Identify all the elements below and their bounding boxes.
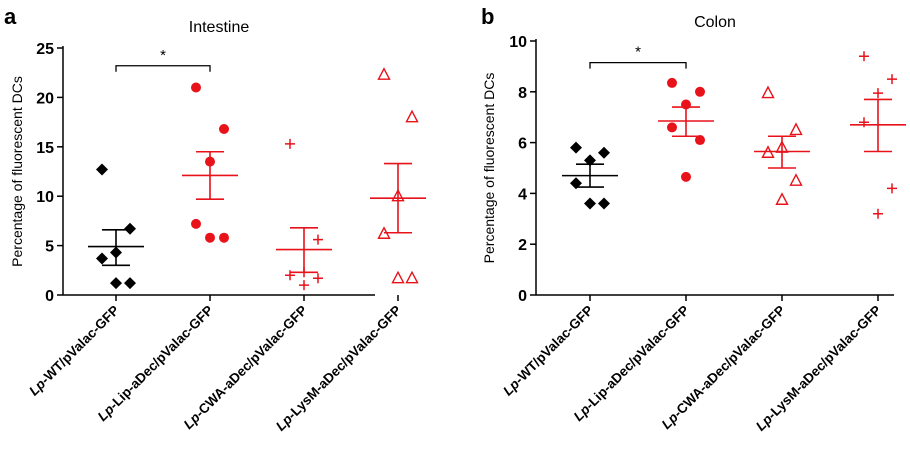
data-point <box>584 154 596 167</box>
data-point <box>789 122 803 136</box>
data-point <box>313 234 323 245</box>
data-point <box>405 109 419 123</box>
y-tick-label: 25 <box>36 41 54 58</box>
data-point <box>598 197 610 210</box>
x-tick-label: Lp-WT/pValac-GFP <box>500 303 596 399</box>
y-tick-label: 15 <box>36 140 54 157</box>
data-point <box>191 82 201 93</box>
data-point <box>124 222 136 235</box>
x-tick-label: Lp-WT/pValac-GFP <box>26 303 122 399</box>
data-point <box>191 218 201 229</box>
data-point <box>873 88 883 99</box>
data-point <box>391 188 405 202</box>
data-point <box>598 146 610 159</box>
data-point <box>96 163 108 176</box>
significance-label: * <box>160 47 166 64</box>
y-tick-label: 2 <box>518 237 527 254</box>
data-point <box>313 273 323 284</box>
data-point <box>775 192 789 205</box>
chart-title: Colon <box>694 14 736 31</box>
chart-colon: Colon Percentage of fluorescent DCs 0 2 4 6 8 1… <box>481 14 906 434</box>
y-tick-label: 0 <box>518 288 527 305</box>
data-point <box>391 270 405 284</box>
data-point <box>695 86 705 97</box>
data-point <box>205 232 215 243</box>
data-point <box>405 270 419 284</box>
chart-intestine: Intestine Percentage of fluorescent DCs 0 5… <box>9 19 426 434</box>
data-point <box>775 140 789 153</box>
significance-label: * <box>635 44 641 61</box>
data-point <box>285 138 295 149</box>
data-point <box>887 183 897 194</box>
data-point <box>667 77 677 88</box>
y-tick-label: 20 <box>36 90 54 107</box>
series-group <box>276 138 332 291</box>
data-point <box>377 226 391 239</box>
data-point <box>667 122 677 133</box>
y-tick-label: 10 <box>36 189 54 206</box>
data-point <box>859 117 869 128</box>
data-point <box>377 67 391 80</box>
series-group <box>182 82 238 243</box>
data-point <box>124 277 136 290</box>
data-point <box>681 171 691 182</box>
y-tick-label: 8 <box>518 85 527 102</box>
data-point <box>285 270 295 281</box>
data-point <box>761 85 775 99</box>
data-point <box>859 51 869 62</box>
chart-title: Intestine <box>189 19 250 36</box>
panel-letter-a: a <box>4 4 17 29</box>
series-group <box>850 51 906 219</box>
data-point <box>299 280 309 291</box>
data-point <box>681 99 691 110</box>
series-group <box>754 85 810 205</box>
data-point <box>873 208 883 219</box>
significance-bracket <box>589 61 687 69</box>
data-point <box>570 141 582 154</box>
y-tick-label: 0 <box>45 288 54 305</box>
data-point <box>887 74 897 85</box>
y-axis-label: Percentage of fluorescent DCs <box>481 73 497 264</box>
y-tick-label: 5 <box>45 239 54 256</box>
data-point <box>110 246 122 259</box>
series-group <box>562 141 618 210</box>
data-point <box>205 156 215 167</box>
data-point <box>110 277 122 290</box>
data-point <box>96 252 108 265</box>
series-group <box>370 67 426 284</box>
data-point <box>761 145 775 158</box>
significance-bracket <box>115 65 211 72</box>
panel-letter-b: b <box>481 4 495 29</box>
data-point <box>299 267 309 278</box>
series-group <box>88 163 144 290</box>
y-tick-label: 6 <box>518 136 527 153</box>
data-point <box>584 197 596 210</box>
data-point <box>570 177 582 190</box>
y-axis-label: Percentage of fluorescent DCs <box>9 76 25 267</box>
y-tick-label: 4 <box>518 186 527 203</box>
data-point <box>695 135 705 146</box>
data-point <box>789 173 803 186</box>
series-group <box>658 77 714 182</box>
y-tick-label: 10 <box>509 34 527 51</box>
data-point <box>219 124 229 135</box>
data-point <box>219 232 229 243</box>
